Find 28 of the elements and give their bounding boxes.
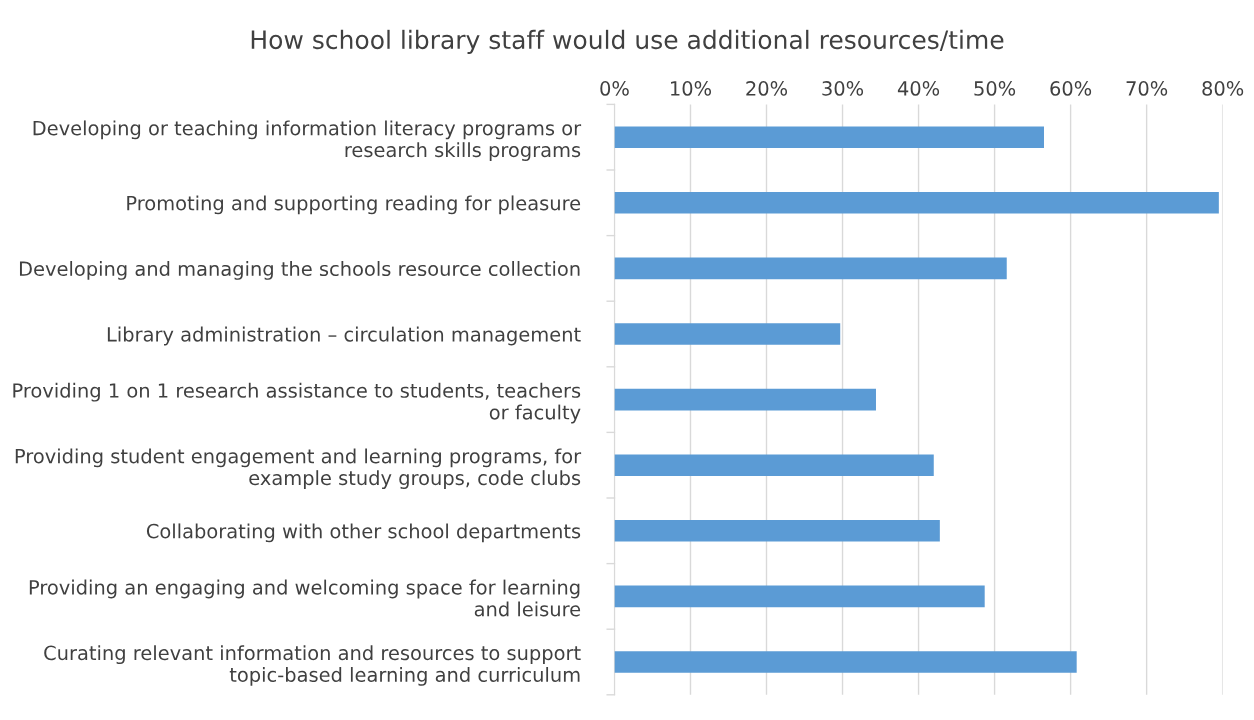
bar — [614, 454, 934, 477]
y-tick-label: Curating relevant information and resources to support topic-based learning and curriculum — [44, 645, 581, 686]
x-tick-label: 60% — [1050, 81, 1092, 96]
x-tick-label: 70% — [1126, 81, 1168, 96]
y-tick-label: Library administration – circulation management — [107, 326, 581, 346]
chart-title: How school library staff would use additional resources/time — [251, 29, 1004, 54]
bar — [614, 519, 940, 542]
y-tick-label: Providing 1 on 1 research assistance to students, teachers or faculty — [13, 382, 581, 424]
x-tick-label: 30% — [822, 81, 864, 96]
y-tick-label: Developing and managing the schools resource collection — [19, 261, 580, 280]
y-tick-label: Providing student engagement and learning programs, for example study groups, code clubs — [15, 448, 582, 489]
y-tick-label: Promoting and supporting reading for pleasure — [127, 195, 581, 215]
bar — [614, 323, 841, 345]
x-tick-label: 0% — [600, 81, 629, 96]
y-tick-label: Providing an engaging and welcoming space for learning and leisure — [29, 579, 581, 617]
y-tick-label: Collaborating with other school departments — [146, 523, 581, 543]
bar — [614, 126, 1044, 149]
x-tick-label: 10% — [671, 81, 712, 96]
x-tick-label: 50% — [974, 81, 1016, 96]
bar — [614, 257, 1007, 280]
y-tick-label: Developing or teaching information literacy programs or research skills programs — [33, 120, 582, 161]
x-tick-label: 80% — [1202, 81, 1244, 96]
bar — [614, 191, 1219, 214]
x-tick-label: 20% — [746, 81, 788, 96]
bar — [614, 388, 876, 411]
bar — [614, 585, 985, 608]
bar — [614, 651, 1077, 673]
x-tick-label: 40% — [897, 81, 940, 96]
